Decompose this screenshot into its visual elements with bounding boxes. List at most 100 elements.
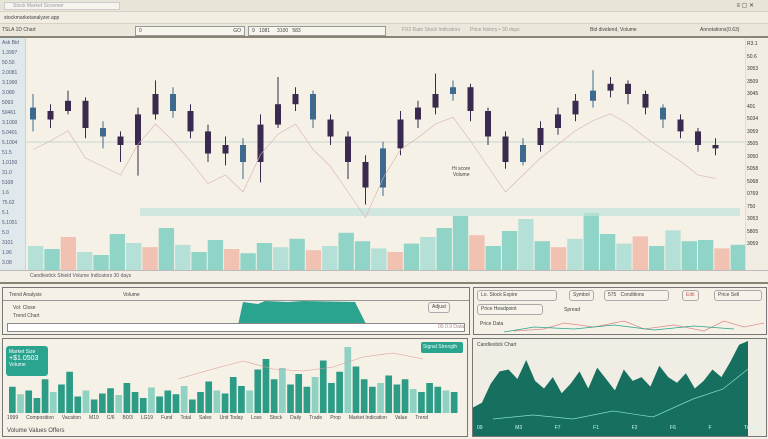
sidebar-item[interactable]: 31.0 <box>2 170 12 176</box>
volume-bar <box>730 244 746 270</box>
volume-bar <box>213 390 221 413</box>
candle-body <box>30 107 36 120</box>
volume-bar <box>41 379 49 413</box>
volume-bar <box>180 386 188 413</box>
volume-bar <box>377 383 384 413</box>
sidebar-item[interactable]: 5093 <box>2 100 14 106</box>
sidebar-item[interactable]: 1.96 <box>2 250 12 256</box>
adjust-button[interactable]: Adjust <box>428 302 450 313</box>
main-chart-panel[interactable]: Hi score Volume <box>0 38 768 270</box>
sidebar-item[interactable]: 3.080 <box>2 90 15 96</box>
edit-button[interactable]: Edit <box>682 290 699 301</box>
volume-bar <box>303 386 311 413</box>
price-axis-label: 3053 <box>747 66 759 72</box>
window-controls[interactable]: ≡ ▢ ✕ <box>736 3 754 9</box>
sidebar-item[interactable]: 3.1990 <box>2 80 18 86</box>
candle-body <box>467 87 474 111</box>
sidebar-item[interactable]: 3101 <box>2 240 14 246</box>
volume-bar <box>534 241 550 270</box>
volume-bar <box>109 234 126 270</box>
stock-expire-button[interactable]: Lo. Stock Expire <box>477 290 557 301</box>
sidebar-item[interactable]: 1.6 <box>2 190 9 196</box>
candle-body <box>572 100 579 115</box>
conditions-button[interactable]: 575 Conditions <box>604 290 669 301</box>
volume-bar <box>352 366 360 413</box>
price-sell-button[interactable]: Price Sell <box>714 290 762 301</box>
candlestick-panel: Candlestick Chart 09 M3 F7 F1 F2 F6 F Trend <box>472 338 767 437</box>
sidebar-item[interactable]: 1.0150 <box>2 160 18 166</box>
volume-x-label: LG19 <box>140 415 154 421</box>
area-x-label: F7 <box>554 425 561 431</box>
volume-bar <box>246 390 253 413</box>
area-x-labels: 09 M3 F7 F1 F2 F6 F Trend <box>477 425 757 431</box>
sidebar-item[interactable]: 3.1000 <box>2 120 18 126</box>
sidebar-item[interactable]: 51.5 <box>2 150 12 156</box>
candlestick-title: Candlestick Chart <box>477 342 517 348</box>
range-input[interactable]: 9 1081 3100 583 <box>248 26 386 36</box>
price-axis-label: 750 <box>747 203 756 210</box>
sidebar-item[interactable]: 5.1051 <box>2 220 18 226</box>
area-x-label: F6 <box>670 425 676 431</box>
candle-body <box>152 94 159 115</box>
sidebar-item[interactable]: 50461 <box>2 110 16 116</box>
candle-body <box>222 145 229 154</box>
candle-body <box>240 145 246 162</box>
volume-bar <box>393 384 401 413</box>
volume-x-label: B0/3 <box>122 415 133 421</box>
legend-trend: Trend Chart <box>13 313 40 319</box>
volume-bar <box>17 394 24 413</box>
sidebar-item[interactable]: 5.0 <box>2 230 9 236</box>
candle-body <box>345 136 351 162</box>
sidebar-item[interactable]: 75.62 <box>2 200 15 206</box>
candle-body <box>520 145 526 162</box>
volume-bar <box>33 398 41 413</box>
volume-bar <box>442 390 450 413</box>
volume-bar <box>681 241 697 270</box>
sidebar-item[interactable]: 50.50 <box>2 60 15 66</box>
candle-body <box>625 83 631 94</box>
range-slider[interactable]: 05 0.9 Data <box>7 323 465 332</box>
volume-bar <box>518 219 534 270</box>
volume-bar <box>254 369 262 413</box>
candle-body <box>170 94 176 111</box>
volume-bar <box>66 371 73 413</box>
sidebar-item[interactable]: 5.1 <box>2 210 9 216</box>
search-input[interactable]: 0 GO <box>135 26 245 36</box>
volume-bar <box>434 386 442 413</box>
sidebar-item[interactable]: 3.08 <box>2 260 12 266</box>
volume-bar <box>648 246 665 270</box>
sidebar-item[interactable]: 1.3997 <box>2 50 18 56</box>
candlestick-chart[interactable] <box>0 38 768 270</box>
candle-body <box>47 111 54 120</box>
url-text[interactable]: stockmarketanalyzer.app <box>4 15 60 21</box>
volume-bar <box>697 240 714 270</box>
address-bar[interactable]: stockmarketanalyzer.app <box>0 12 768 24</box>
signal-strength-badge[interactable]: Signal Strength <box>421 342 463 353</box>
volume-bar <box>338 232 354 270</box>
symbol-button[interactable]: Symbol <box>569 290 594 301</box>
candle-body <box>432 94 439 108</box>
volume-bar <box>156 396 163 413</box>
sidebar-item[interactable]: 5.0401 <box>2 130 18 136</box>
price-axis-label: 3505 <box>747 141 759 147</box>
volume-bar-chart <box>9 347 458 413</box>
volume-bar <box>289 238 305 270</box>
volume-x-label: Vacation <box>61 415 82 421</box>
info-dividend: Bid dividend, Volume <box>590 27 637 33</box>
annotations-label[interactable]: Annotations(0.63) <box>700 27 740 33</box>
sidebar-item[interactable]: 5108 <box>2 180 14 186</box>
sidebar-item[interactable]: Ask Bid <box>2 40 19 46</box>
area-x-label: F2 <box>631 425 638 431</box>
volume-bar <box>9 386 16 413</box>
symbol-label[interactable]: TSLA 1D Chart <box>2 27 36 33</box>
volume-bar <box>197 392 204 413</box>
area-x-label: 09 <box>477 425 483 431</box>
headpoint-button[interactable]: Price Headpoint <box>477 304 543 315</box>
price-axis-label: 5058 <box>747 166 759 172</box>
volume-x-label: Fund <box>161 415 173 421</box>
sidebar-item[interactable]: 5.1004 <box>2 140 18 146</box>
left-sidebar: Ask Bid 1.3997 50.50 2.0081 3.1990 3.080 5093 5… <box>0 38 26 270</box>
volume-bar <box>450 392 458 413</box>
window-title: Stock Market Screener <box>4 2 120 10</box>
sidebar-item[interactable]: 2.0081 <box>2 70 18 76</box>
